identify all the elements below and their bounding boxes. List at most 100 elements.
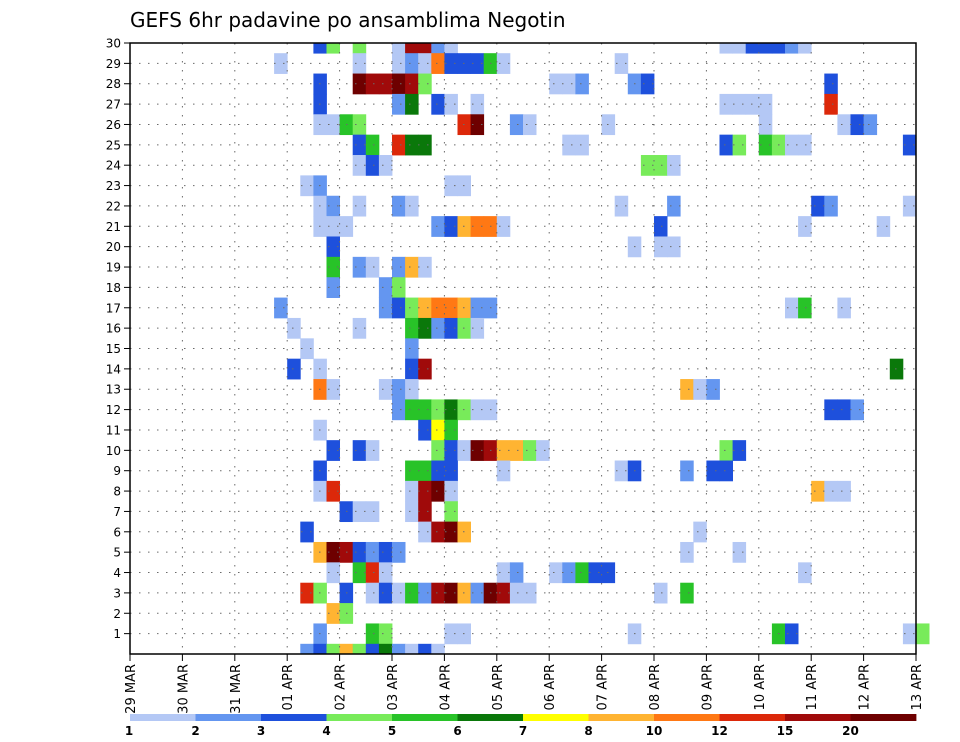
colorbar-label: 2 (191, 724, 199, 738)
heatmap-cell (837, 399, 851, 421)
x-tick-label: 09 APR (700, 664, 715, 710)
heatmap-cell (470, 216, 485, 237)
heatmap-cell (274, 297, 288, 319)
x-tick-label: 02 APR (334, 664, 349, 710)
x-tick-label: 03 APR (386, 664, 401, 710)
heatmap-cell (470, 114, 485, 136)
heatmap-cell (352, 501, 367, 523)
heatmap-cell (378, 297, 393, 319)
heatmap-cell (300, 643, 314, 655)
heatmap-cell (444, 175, 458, 197)
heatmap-cell (431, 216, 445, 237)
y-tick-label: 3 (113, 586, 121, 600)
heatmap-cell (431, 480, 445, 502)
heatmap-cell (326, 541, 340, 563)
heatmap-cell (496, 460, 511, 482)
heatmap-cell (496, 582, 511, 604)
y-tick-label: 23 (106, 179, 121, 193)
heatmap-cell (352, 541, 367, 563)
heatmap-cell (444, 419, 458, 441)
heatmap-cell (352, 134, 367, 156)
heatmap-cell (785, 623, 799, 645)
x-tick-label: 08 APR (648, 664, 663, 710)
heatmap-cell (444, 521, 458, 543)
colorbar-segment (785, 714, 851, 721)
heatmap-cell (378, 277, 393, 298)
colorbar-segment (195, 714, 262, 721)
colorbar-label: 4 (322, 724, 330, 738)
heatmap-cell (496, 440, 511, 461)
heatmap-cell (405, 358, 419, 380)
heatmap-cell (405, 480, 419, 502)
y-tick-label: 2 (113, 607, 121, 621)
heatmap-cell (352, 440, 367, 461)
x-tick-label: 30 MAR (176, 664, 191, 714)
y-tick-label: 24 (106, 159, 121, 173)
heatmap-cell (444, 43, 458, 54)
heatmap-cell (405, 399, 419, 421)
colorbar: 1 2 3 4 5 6 7 8 10 12 15 20 (125, 714, 917, 738)
heatmap-cell (405, 379, 419, 400)
heatmap-cell (418, 317, 432, 339)
colorbar-segment (261, 714, 327, 721)
y-tick-label: 28 (106, 77, 121, 91)
heatmap-cell (378, 155, 393, 176)
y-tick-label: 4 (113, 566, 121, 580)
heatmap-cell (326, 440, 340, 461)
heatmap-cell (523, 582, 537, 604)
heatmap-cell (405, 643, 419, 655)
heatmap-cell (405, 93, 419, 115)
heatmap-cell (444, 297, 458, 319)
heatmap-cell (392, 399, 406, 421)
heatmap-cell (523, 440, 537, 461)
y-tick-label: 18 (106, 281, 121, 295)
y-tick-label: 29 (106, 57, 121, 71)
colorbar-label: 3 (257, 724, 265, 738)
heatmap-cell (876, 216, 891, 237)
heatmap-cell (405, 501, 419, 523)
heatmap-cell (523, 114, 537, 136)
heatmap-cell (916, 623, 930, 645)
colorbar-segment (392, 714, 458, 721)
heatmap-cell (365, 501, 380, 523)
y-tick-label: 27 (106, 98, 121, 112)
heatmap-cell (470, 93, 485, 115)
heatmap-cell (640, 155, 655, 176)
heatmap-cell (313, 643, 327, 655)
colorbar-label: 20 (842, 724, 859, 738)
heatmap-cell (405, 43, 419, 54)
heatmap-cell (378, 73, 393, 95)
y-tick-label: 25 (106, 138, 121, 152)
heatmap-cell (614, 195, 629, 217)
heatmap-cell (326, 195, 340, 217)
heatmap-cell (785, 43, 799, 54)
heatmap-cell (300, 582, 314, 604)
heatmap-cell (798, 562, 812, 584)
heatmap-cell (575, 562, 589, 584)
heatmap-cell (378, 623, 393, 645)
heatmap-cell (562, 73, 576, 95)
heatmap-cell (732, 93, 747, 115)
heatmap-cell (470, 297, 485, 319)
heatmap-cell (431, 53, 445, 74)
y-tick-label: 5 (113, 546, 121, 560)
heatmap-cell (850, 114, 864, 136)
heatmap-cell (405, 134, 419, 156)
heatmap-cell (392, 379, 406, 400)
heatmap-cell (470, 53, 485, 74)
x-tick-label: 10 APR (753, 664, 768, 710)
heatmap-cell (418, 134, 432, 156)
heatmap-cell (326, 277, 340, 298)
y-tick-label: 19 (106, 261, 121, 275)
heatmap-cell (431, 317, 445, 339)
heatmap-cell (365, 582, 380, 604)
heatmap-cell (365, 623, 380, 645)
x-tick-label: 06 APR (543, 664, 558, 710)
heatmap-cell (654, 155, 668, 176)
heatmap-cell (405, 297, 419, 319)
heatmap-cell (326, 643, 340, 655)
heatmap-cell (575, 134, 589, 156)
heatmap-cell (719, 460, 733, 482)
heatmap-cell (444, 53, 458, 74)
heatmap-cell (339, 643, 354, 655)
